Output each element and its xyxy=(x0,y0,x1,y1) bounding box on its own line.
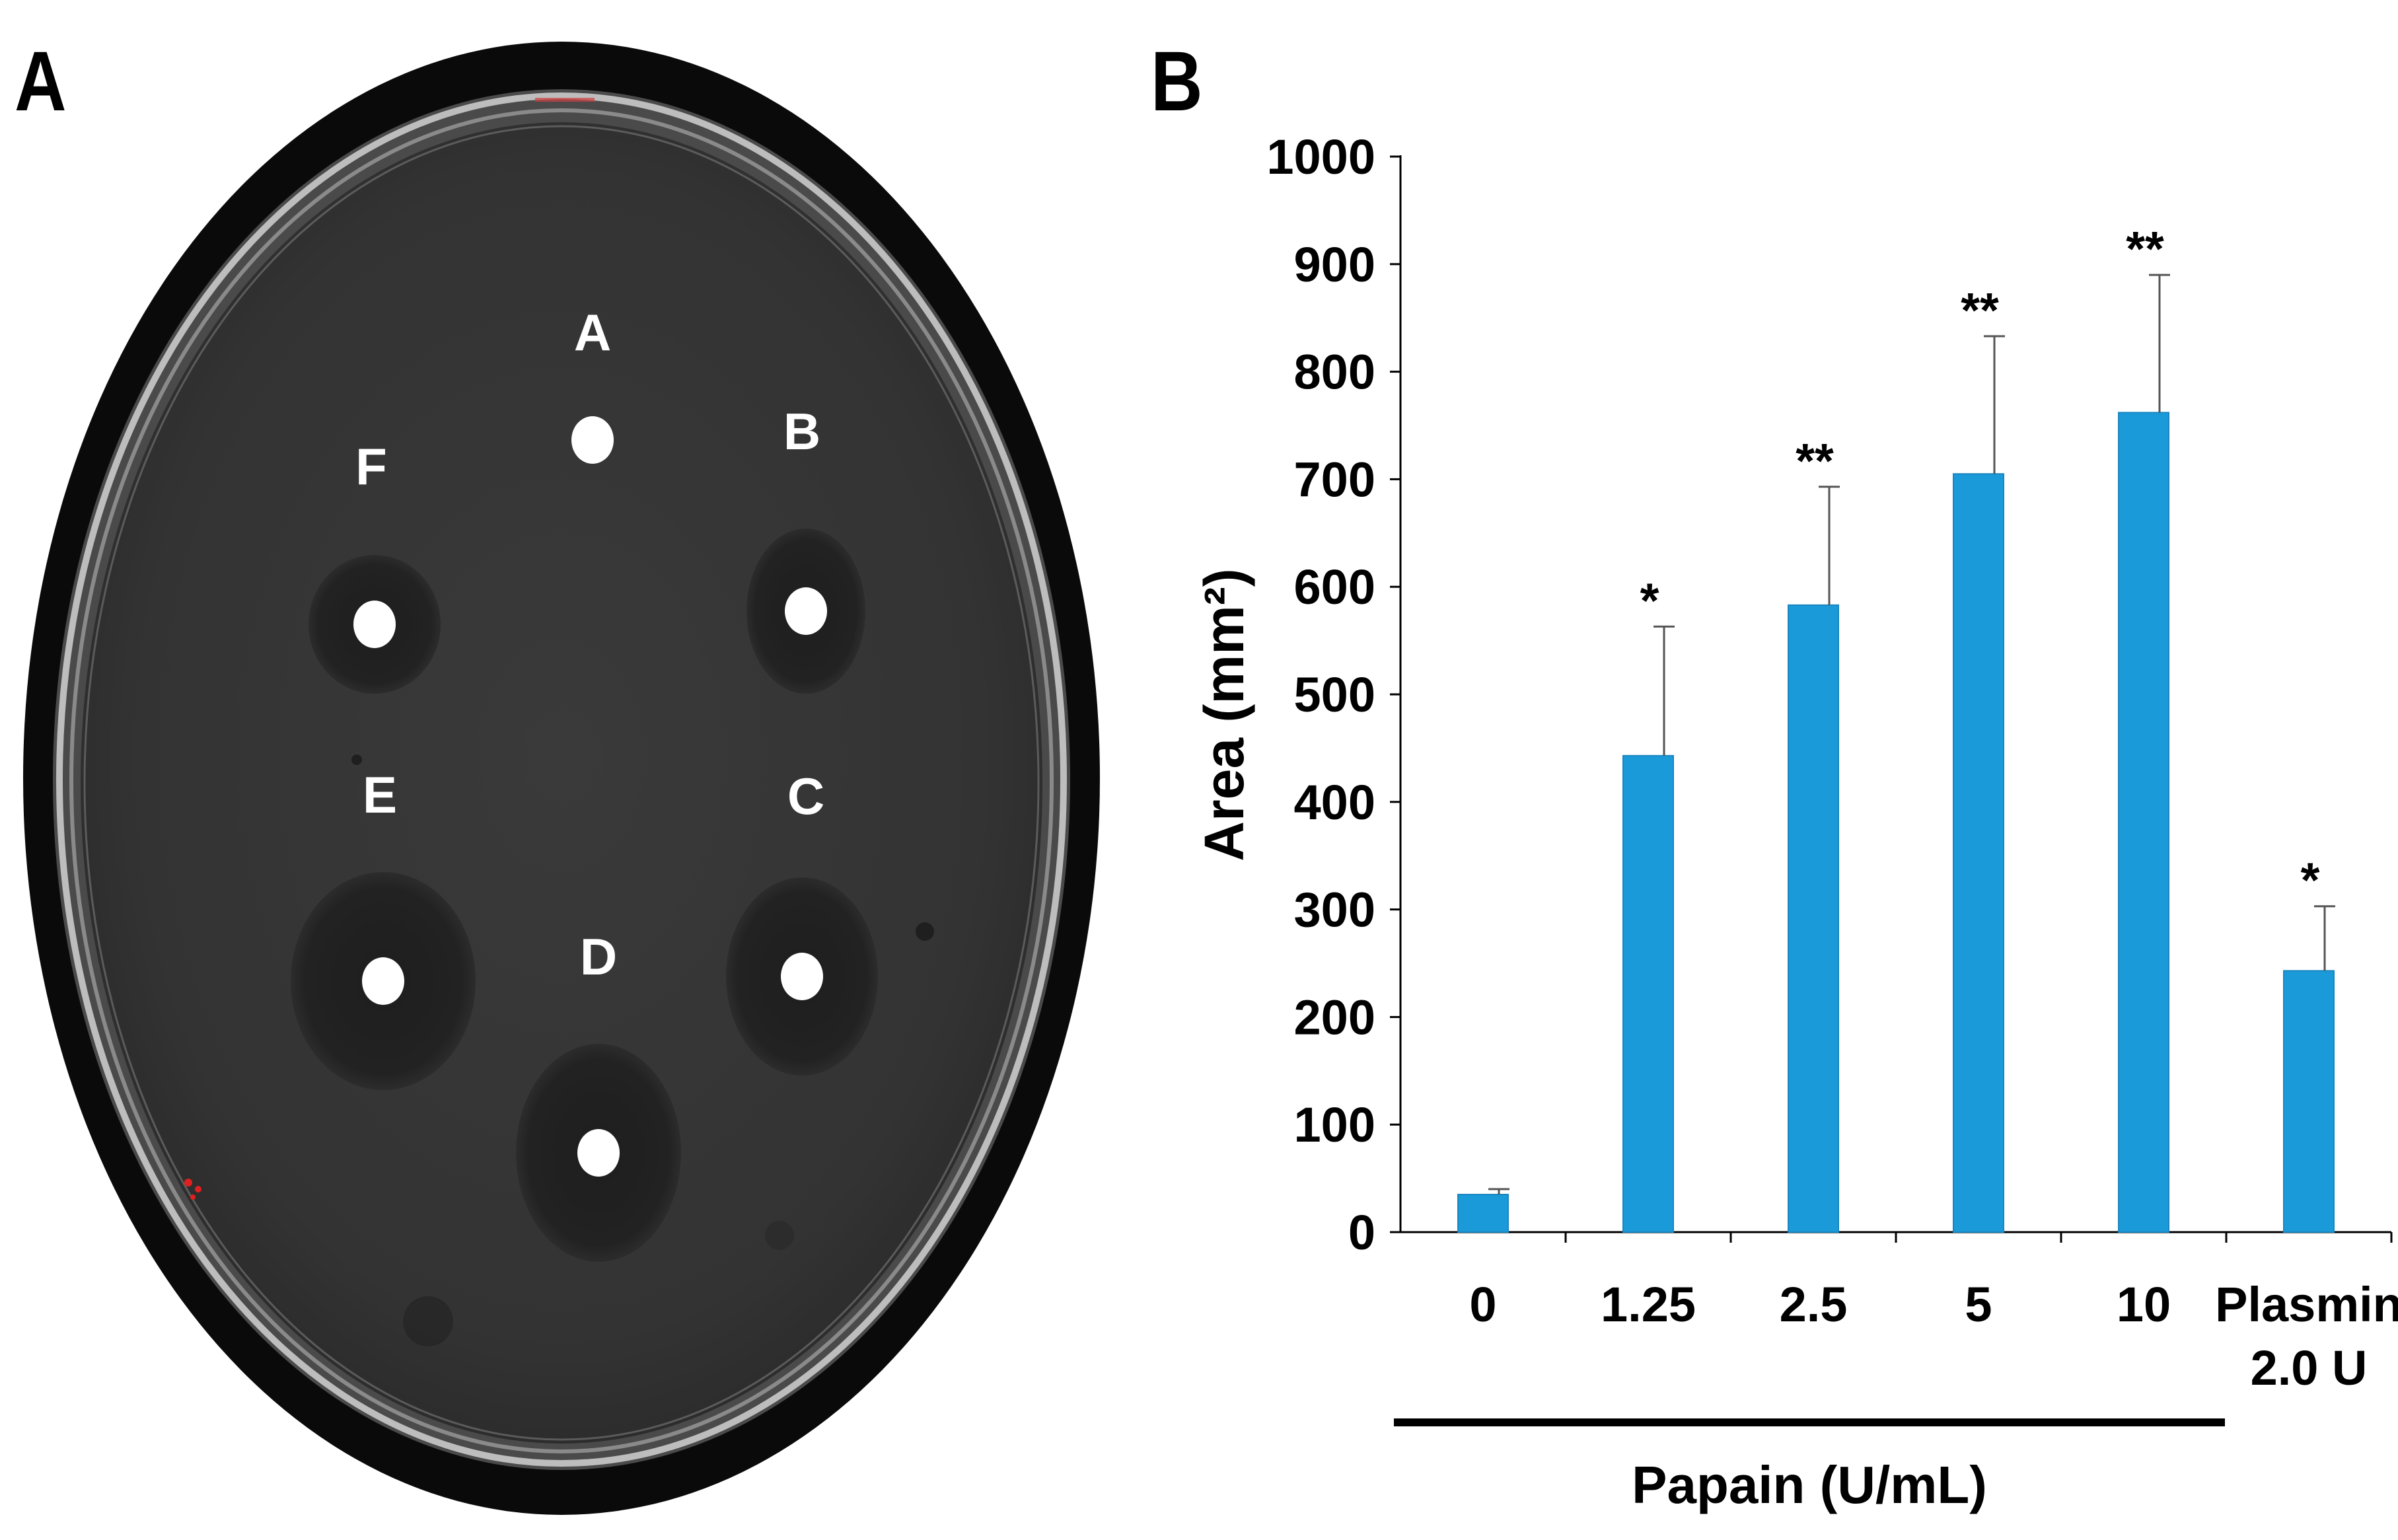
y-tick-label: 700 xyxy=(1294,452,1375,507)
bar xyxy=(2283,970,2335,1233)
x-tick-label: Plasmin xyxy=(2215,1277,2398,1332)
y-tick-label: 600 xyxy=(1294,560,1375,614)
panel-b-label: B xyxy=(1151,34,1203,129)
y-tick-label: 800 xyxy=(1294,345,1375,400)
significance-marker: * xyxy=(1640,573,1659,628)
well-e xyxy=(362,957,404,1005)
well-label-a: A xyxy=(574,303,611,361)
agar-surface xyxy=(81,122,1042,1444)
y-tick-label: 900 xyxy=(1294,237,1375,292)
well-label-e: E xyxy=(363,766,397,824)
x-tick-label: 2.0 U xyxy=(2251,1340,2368,1395)
bar xyxy=(1457,1194,1509,1233)
y-tick-label: 300 xyxy=(1294,883,1375,937)
bar xyxy=(1953,473,2004,1233)
x-tick-label: 5 xyxy=(1965,1277,1992,1332)
significance-marker: ** xyxy=(1961,283,1999,338)
y-tick-label: 0 xyxy=(1348,1205,1375,1260)
y-axis-title: Area (mm²) xyxy=(1193,568,1255,861)
bar-chart: 010020030040050060070080090010000*1.25**… xyxy=(1193,129,2398,1514)
well-label-f: F xyxy=(355,437,387,495)
bar xyxy=(1622,754,1674,1233)
y-tick-label: 400 xyxy=(1294,775,1375,830)
well-label-b: B xyxy=(783,402,820,460)
petri-dish-photo: A B C D E F xyxy=(23,42,1100,1515)
well-a xyxy=(571,416,614,464)
y-tick-label: 1000 xyxy=(1266,129,1375,184)
panel-a-label: A xyxy=(15,34,67,129)
significance-marker: ** xyxy=(1796,433,1834,488)
significance-marker: * xyxy=(2301,853,2320,908)
well-d xyxy=(577,1129,620,1177)
y-tick-label: 200 xyxy=(1294,990,1375,1045)
x-tick-label: 2.5 xyxy=(1780,1277,1848,1332)
well-c xyxy=(781,953,823,1000)
well-f xyxy=(353,601,396,648)
y-tick-label: 100 xyxy=(1294,1097,1375,1152)
bar xyxy=(2118,412,2169,1233)
x-tick-label: 10 xyxy=(2117,1277,2171,1332)
x-axis-title: Papain (U/mL) xyxy=(1632,1455,1987,1514)
x-tick-label: 1.25 xyxy=(1601,1277,1696,1332)
well-label-c: C xyxy=(787,767,824,825)
y-tick-label: 500 xyxy=(1294,667,1375,722)
x-tick-label: 0 xyxy=(1469,1277,1496,1332)
bar xyxy=(1788,604,1839,1233)
well-b xyxy=(785,587,827,635)
well-label-d: D xyxy=(580,928,617,986)
significance-marker: ** xyxy=(2126,221,2164,276)
